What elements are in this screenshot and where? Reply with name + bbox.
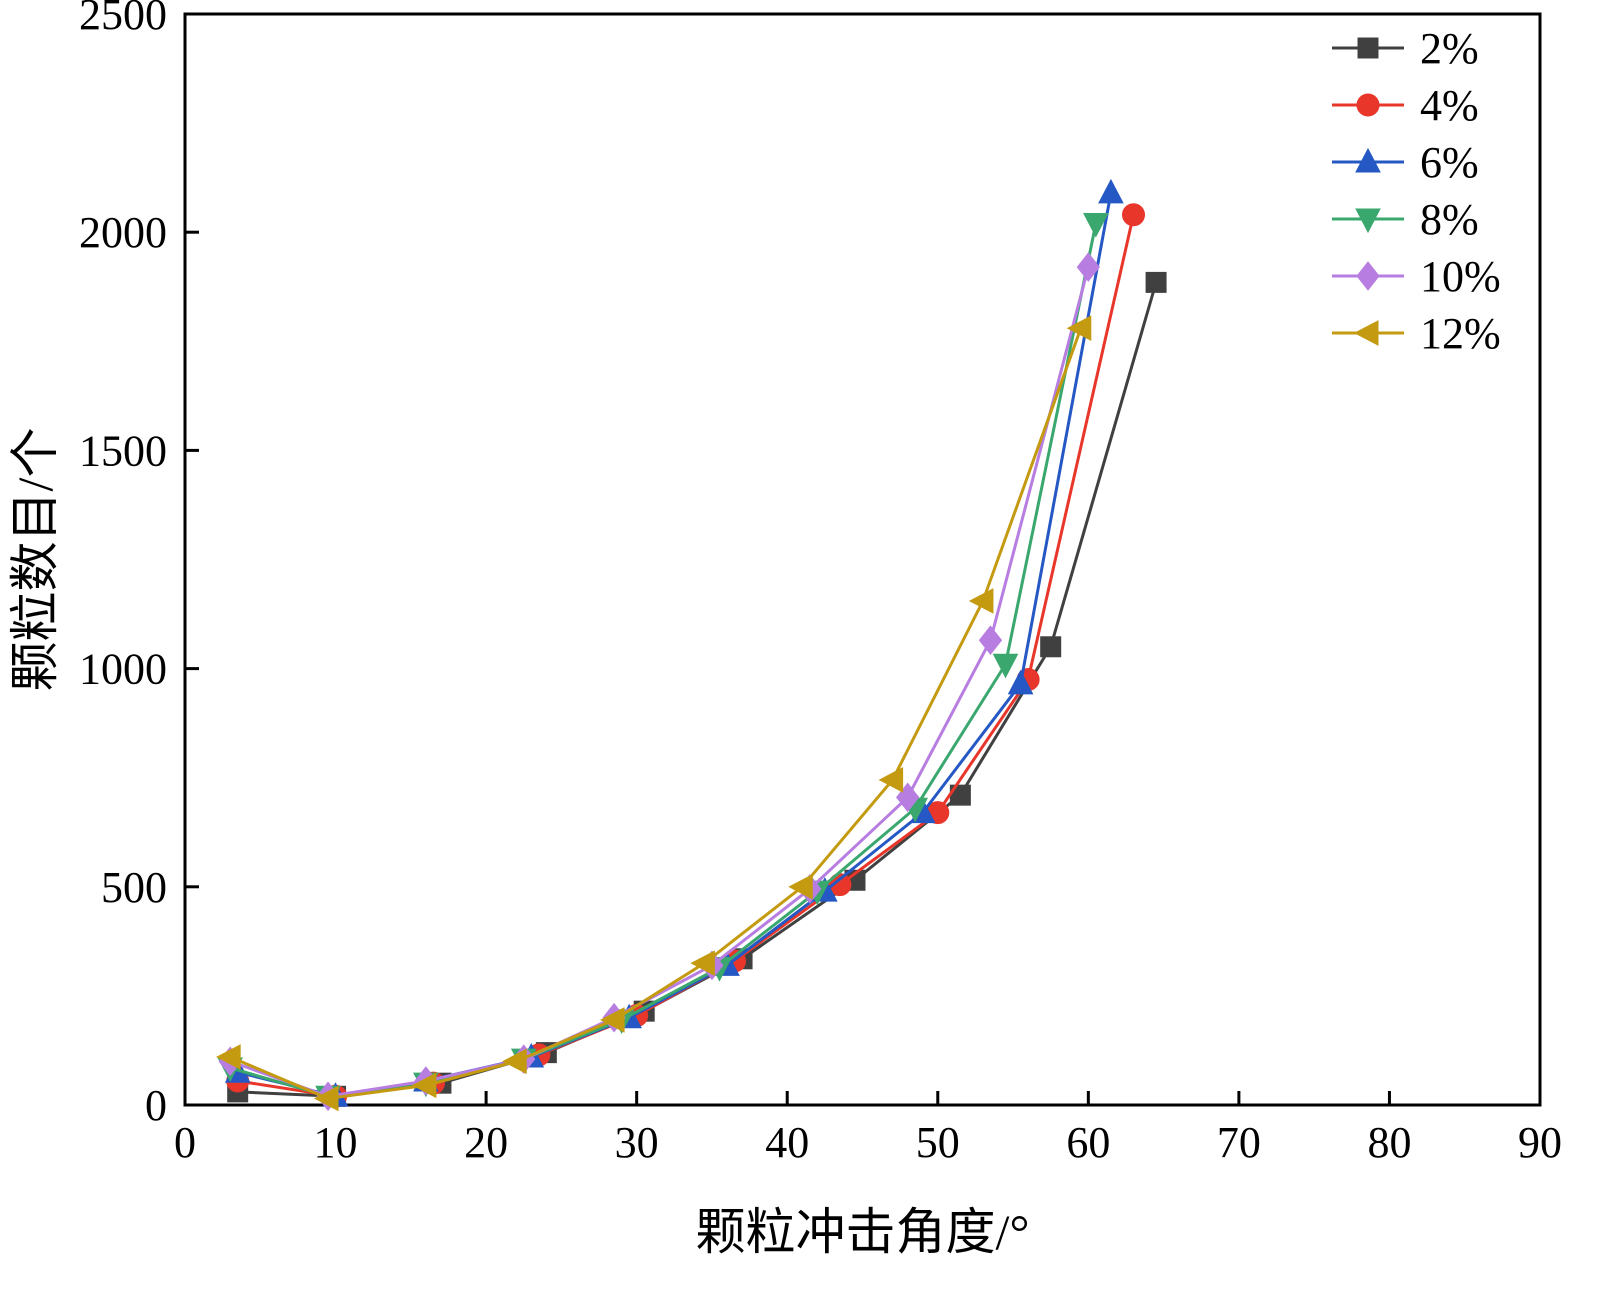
legend-item-2%: 2% bbox=[1332, 24, 1479, 73]
y-tick-label: 2000 bbox=[79, 208, 167, 257]
circle-marker bbox=[1122, 203, 1145, 227]
triangle-left-marker bbox=[313, 1085, 339, 1112]
square-marker bbox=[1040, 636, 1062, 658]
x-tick-label: 10 bbox=[314, 1118, 358, 1167]
x-tick-label: 90 bbox=[1518, 1118, 1562, 1167]
series-10% bbox=[218, 252, 1100, 1112]
y-tick-label: 2500 bbox=[79, 0, 167, 39]
legend-item-6%: 6% bbox=[1332, 138, 1479, 187]
y-tick-label: 500 bbox=[101, 863, 167, 912]
x-tick-label: 40 bbox=[765, 1118, 809, 1167]
x-tick-label: 80 bbox=[1367, 1118, 1411, 1167]
triangle-left-marker bbox=[788, 873, 813, 900]
legend-item-4%: 4% bbox=[1332, 81, 1479, 130]
x-tick-label: 60 bbox=[1066, 1118, 1110, 1167]
x-axis-label: 颗粒冲击角度/° bbox=[696, 1204, 1030, 1260]
series-12% bbox=[216, 315, 1092, 1112]
plot-frame bbox=[183, 12, 1542, 1107]
legend-item-8%: 8% bbox=[1332, 195, 1479, 244]
x-tick-label: 20 bbox=[464, 1118, 508, 1167]
diamond-marker bbox=[1356, 261, 1380, 291]
legend-label: 6% bbox=[1420, 138, 1479, 187]
triangle-left-marker bbox=[1353, 320, 1379, 346]
series-line bbox=[237, 192, 1113, 1098]
legend-label: 12% bbox=[1420, 309, 1501, 358]
triangle-left-marker bbox=[968, 588, 994, 614]
legend: 2% 4% 6% 8% 10% 12% bbox=[1332, 24, 1501, 358]
triangle-down-marker bbox=[992, 653, 1019, 679]
series-line bbox=[229, 223, 1098, 1098]
legend-item-10%: 10% bbox=[1332, 252, 1501, 301]
triangle-up-marker bbox=[1098, 178, 1124, 204]
diamond-marker bbox=[978, 625, 1003, 656]
triangle-left-marker bbox=[1066, 315, 1092, 342]
triangle-left-marker bbox=[216, 1044, 241, 1070]
x-tick-label: 70 bbox=[1217, 1118, 1261, 1167]
series-line bbox=[229, 266, 1090, 1098]
x-tick-label: 50 bbox=[916, 1118, 960, 1167]
legend-item-12%: 12% bbox=[1332, 309, 1501, 358]
square-marker bbox=[1145, 271, 1167, 293]
triangle-up-marker bbox=[1355, 147, 1381, 173]
triangle-left-marker bbox=[690, 950, 715, 976]
y-tick-label: 1500 bbox=[79, 426, 167, 475]
triangle-up-marker bbox=[1007, 669, 1034, 695]
series-line bbox=[229, 327, 1083, 1100]
triangle-down-marker bbox=[1083, 212, 1109, 238]
y-axis-label: 颗粒数目/个 bbox=[7, 428, 63, 692]
legend-label: 8% bbox=[1420, 195, 1479, 244]
circle-marker bbox=[1356, 93, 1380, 117]
legend-label: 2% bbox=[1420, 24, 1479, 73]
x-tick-label: 30 bbox=[615, 1118, 659, 1167]
triangle-down-marker bbox=[1355, 208, 1381, 234]
diamond-marker bbox=[1076, 252, 1100, 282]
y-tick-label: 1000 bbox=[79, 645, 167, 694]
triangle-left-marker bbox=[600, 1007, 625, 1033]
x-tick-label: 0 bbox=[174, 1118, 196, 1167]
y-tick-label: 0 bbox=[145, 1081, 167, 1130]
legend-label: 10% bbox=[1420, 252, 1501, 301]
triangle-left-marker bbox=[502, 1048, 527, 1075]
square-marker bbox=[1357, 37, 1379, 59]
triangle-left-marker bbox=[878, 767, 904, 793]
legend-label: 4% bbox=[1420, 81, 1479, 130]
series-8% bbox=[217, 212, 1109, 1111]
triangle-left-marker bbox=[411, 1072, 437, 1099]
